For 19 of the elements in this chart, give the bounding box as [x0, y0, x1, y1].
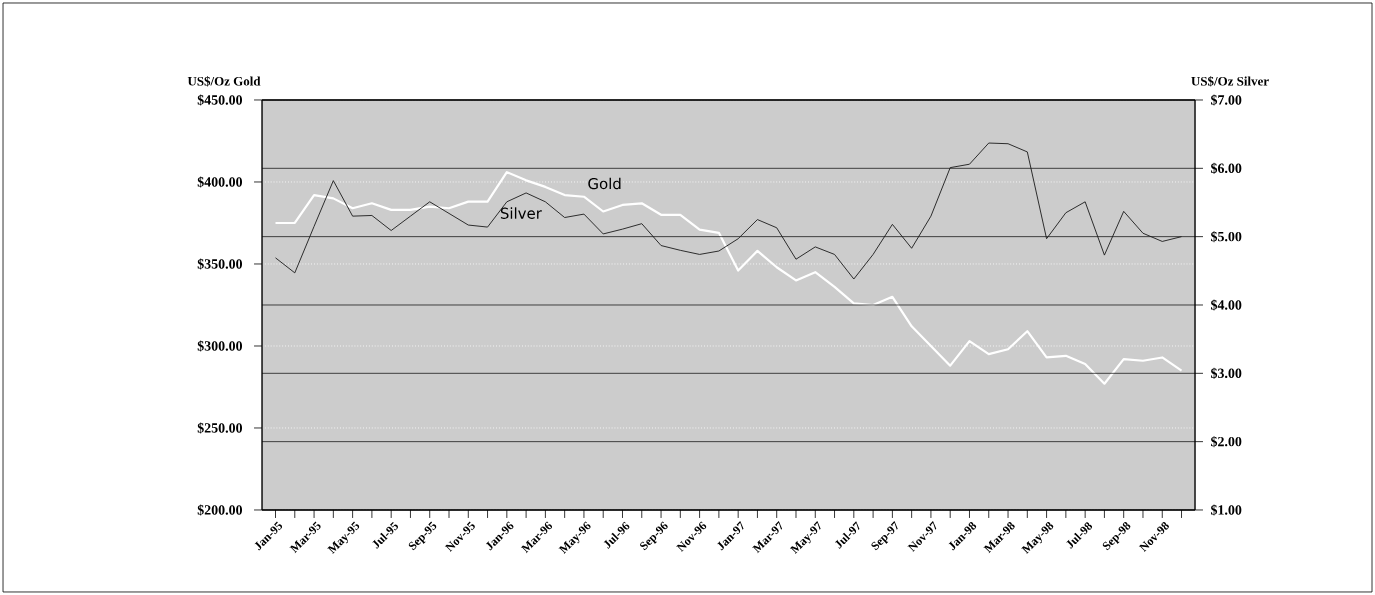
y-axis-title: US$/Oz Gold [187, 76, 261, 87]
y-tick-label: $450.00 [197, 94, 243, 106]
y-tick-label: $350.00 [197, 258, 243, 270]
series-label: Silver [500, 207, 542, 219]
line-series [274, 171, 1183, 385]
y2-tick-label: $2.00 [1211, 436, 1242, 448]
y2-tick-label: $6.00 [1211, 162, 1242, 174]
y-tick-label: $400.00 [197, 176, 243, 188]
y2-tick-label: $7.00 [1211, 94, 1242, 106]
y2-tick-label: $3.00 [1211, 367, 1242, 379]
y2-tick-label: $4.00 [1211, 299, 1242, 311]
y2-tick-label: $5.00 [1211, 231, 1242, 243]
y-tick-label: $200.00 [197, 504, 243, 516]
y2-axis-title: US$/Oz Silver [1191, 76, 1269, 87]
series-label: Gold [588, 177, 621, 190]
y-tick-label: $300.00 [197, 340, 243, 352]
y-tick-label: $250.00 [197, 422, 243, 434]
y2-tick-label: $1.00 [1211, 504, 1242, 516]
line-series [275, 142, 1182, 280]
